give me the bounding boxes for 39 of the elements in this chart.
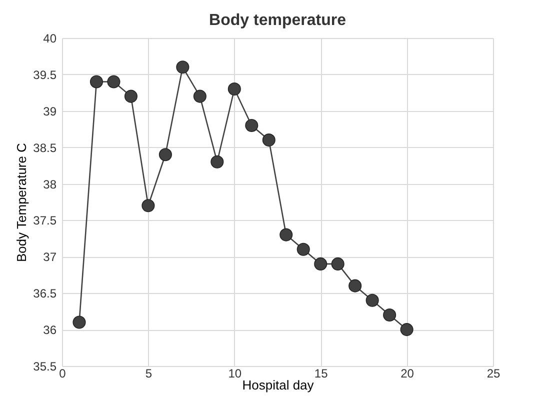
x-tick-label: 25 xyxy=(486,366,500,380)
point xyxy=(314,257,328,270)
chart-title: Body temperature xyxy=(209,12,346,29)
point xyxy=(193,90,206,103)
point xyxy=(296,242,310,256)
x-tick-label: 15 xyxy=(314,366,328,380)
point xyxy=(158,148,172,162)
y-tick-label: 38.5 xyxy=(33,140,57,155)
y-tick-label: 35.5 xyxy=(33,360,57,374)
x-axis-title: Hospital day xyxy=(242,378,314,392)
point xyxy=(107,75,120,88)
point xyxy=(228,82,241,96)
y-tick-label: 38 xyxy=(43,177,57,192)
y-tick-label: 37 xyxy=(43,250,57,264)
point xyxy=(366,294,379,307)
y-tick-label: 36 xyxy=(43,323,57,338)
y-tick-label: 39 xyxy=(43,104,57,118)
point xyxy=(280,228,293,242)
point xyxy=(348,279,362,292)
point xyxy=(142,199,155,212)
y-tick-label: 39.5 xyxy=(33,68,57,82)
y-tick-label: 36.5 xyxy=(33,286,57,301)
point xyxy=(383,308,396,322)
point xyxy=(210,155,224,168)
x-tick-label: 20 xyxy=(400,366,414,380)
point xyxy=(245,118,258,132)
x-tick-label: 10 xyxy=(228,366,242,380)
y-tick-label: 40 xyxy=(43,32,57,46)
point xyxy=(262,134,276,147)
y-tick-label: 37.5 xyxy=(33,214,57,228)
point xyxy=(72,316,86,329)
point xyxy=(90,75,104,88)
point xyxy=(400,323,414,336)
point xyxy=(331,257,344,270)
point xyxy=(176,60,190,74)
x-tick-label: 0 xyxy=(59,366,66,380)
y-axis-title: Body Temperature C xyxy=(14,143,30,262)
x-tick-label: 5 xyxy=(145,366,152,380)
point xyxy=(124,90,138,103)
